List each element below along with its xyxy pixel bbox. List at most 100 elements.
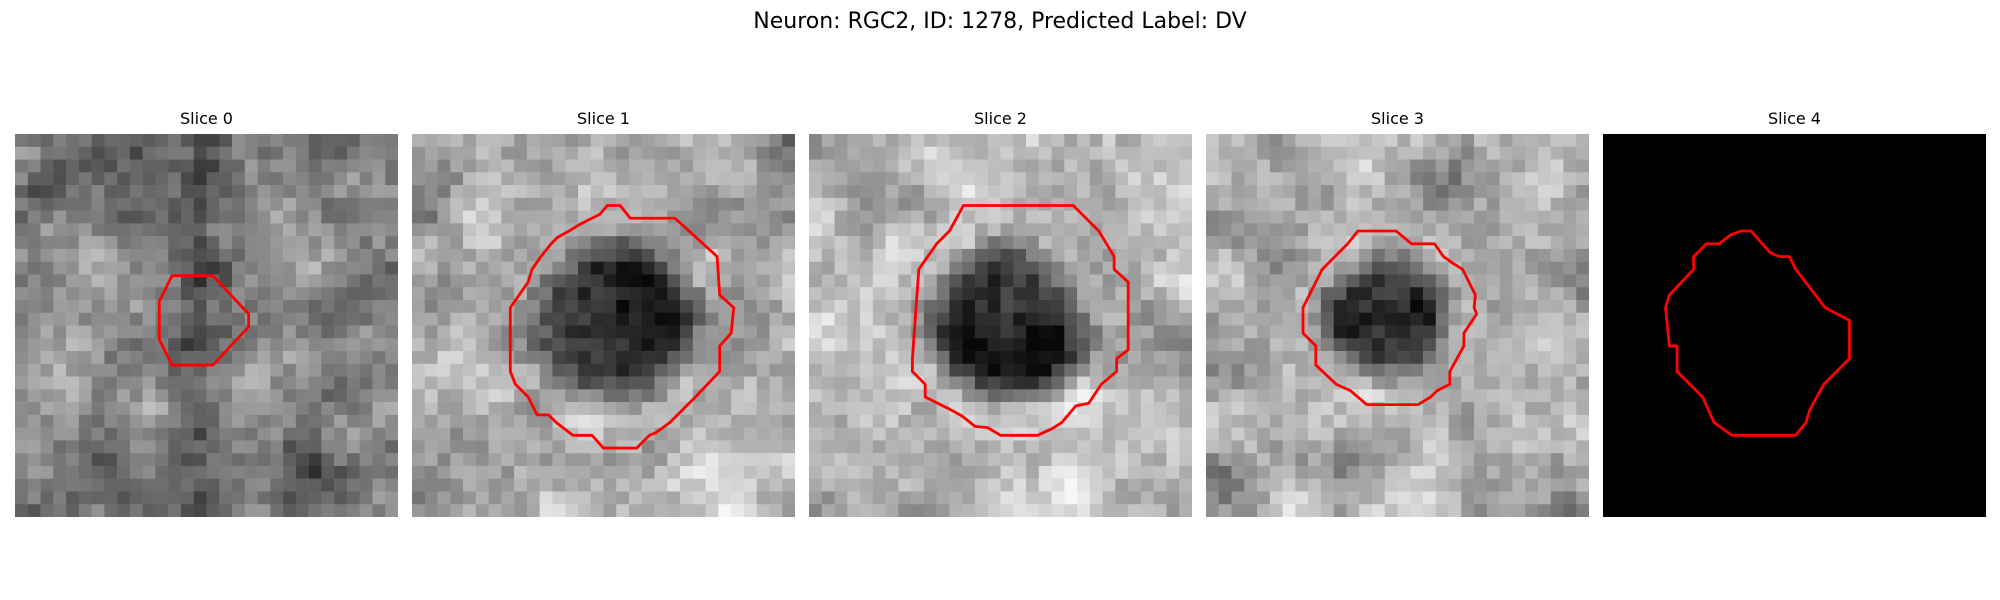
pixel — [834, 363, 848, 377]
pixel — [1231, 504, 1245, 517]
pixel — [91, 376, 105, 390]
pixel — [232, 299, 246, 313]
pixel — [1563, 402, 1577, 416]
pixel — [27, 261, 41, 275]
pixel — [769, 389, 783, 403]
pixel — [1269, 159, 1283, 173]
pixel — [1295, 414, 1309, 428]
pixel — [987, 185, 1001, 199]
pixel — [1077, 427, 1091, 441]
pixel — [346, 274, 360, 288]
pixel — [1295, 210, 1309, 224]
pixel — [1512, 159, 1526, 173]
pixel — [872, 427, 886, 441]
pixel — [1140, 312, 1154, 326]
pixel — [1269, 338, 1283, 352]
pixel — [244, 363, 258, 377]
pixel — [1077, 504, 1091, 517]
pixel — [180, 248, 194, 262]
pixel — [1474, 427, 1488, 441]
pixel — [705, 223, 719, 237]
pixel — [1486, 146, 1500, 160]
pixel — [1282, 159, 1296, 173]
pixel — [1359, 159, 1373, 173]
pixel — [1153, 185, 1167, 199]
pixel — [1474, 223, 1488, 237]
pixel — [1537, 185, 1551, 199]
pixel — [372, 312, 386, 326]
pixel — [911, 465, 925, 479]
pixel — [1371, 134, 1385, 148]
pixel — [1206, 402, 1220, 416]
pixel — [1550, 248, 1564, 262]
pixel — [1576, 261, 1589, 275]
pixel — [372, 274, 386, 288]
pixel — [743, 440, 757, 454]
pixel — [1089, 210, 1103, 224]
pixel — [514, 325, 528, 339]
pixel — [1525, 210, 1539, 224]
pixel — [1257, 236, 1271, 250]
pixel — [117, 172, 131, 186]
pixel — [1026, 465, 1040, 479]
pixel — [40, 440, 54, 454]
pixel — [283, 325, 297, 339]
pixel — [834, 325, 848, 339]
pixel — [1038, 261, 1052, 275]
pixel — [590, 363, 604, 377]
pixel — [501, 427, 515, 441]
pixel — [295, 159, 309, 173]
pixel — [129, 146, 143, 160]
pixel — [526, 287, 540, 301]
pixel — [1448, 325, 1462, 339]
slice-image-4-svg — [1603, 134, 1986, 517]
pixel — [1282, 389, 1296, 403]
pixel — [1231, 197, 1245, 211]
pixel — [244, 299, 258, 313]
pixel — [1269, 312, 1283, 326]
pixel — [1563, 325, 1577, 339]
pixel — [743, 427, 757, 441]
pixel — [1064, 478, 1078, 492]
pixel — [834, 223, 848, 237]
pixel — [1359, 363, 1373, 377]
pixel — [1244, 248, 1258, 262]
pixel — [590, 274, 604, 288]
pixel — [193, 146, 207, 160]
pixel — [680, 465, 694, 479]
pixel — [629, 453, 643, 467]
pixel — [308, 414, 322, 428]
pixel — [885, 491, 899, 505]
pixel — [1140, 325, 1154, 339]
cell-contour-3 — [1301, 229, 1479, 407]
pixel — [1166, 287, 1180, 301]
pixel — [244, 491, 258, 505]
pixel — [565, 287, 579, 301]
pixel — [987, 363, 1001, 377]
pixel — [539, 478, 553, 492]
pixel — [680, 402, 694, 416]
pixel — [847, 159, 861, 173]
pixel — [705, 491, 719, 505]
pixel — [283, 338, 297, 352]
pixel — [463, 491, 477, 505]
pixel — [78, 134, 92, 148]
pixel — [539, 491, 553, 505]
pixel — [962, 312, 976, 326]
pixel — [78, 440, 92, 454]
pixel — [450, 376, 464, 390]
pixel — [680, 440, 694, 454]
pixel — [526, 491, 540, 505]
pixel — [1231, 351, 1245, 365]
pixel — [1257, 287, 1271, 301]
pixel — [15, 236, 29, 250]
pixel — [27, 185, 41, 199]
pixel — [53, 453, 67, 467]
pixel — [1512, 210, 1526, 224]
pixel — [962, 389, 976, 403]
pixel — [1410, 274, 1424, 288]
pixel — [78, 465, 92, 479]
pixel — [1563, 504, 1577, 517]
pixel — [1282, 299, 1296, 313]
pixel — [1153, 248, 1167, 262]
